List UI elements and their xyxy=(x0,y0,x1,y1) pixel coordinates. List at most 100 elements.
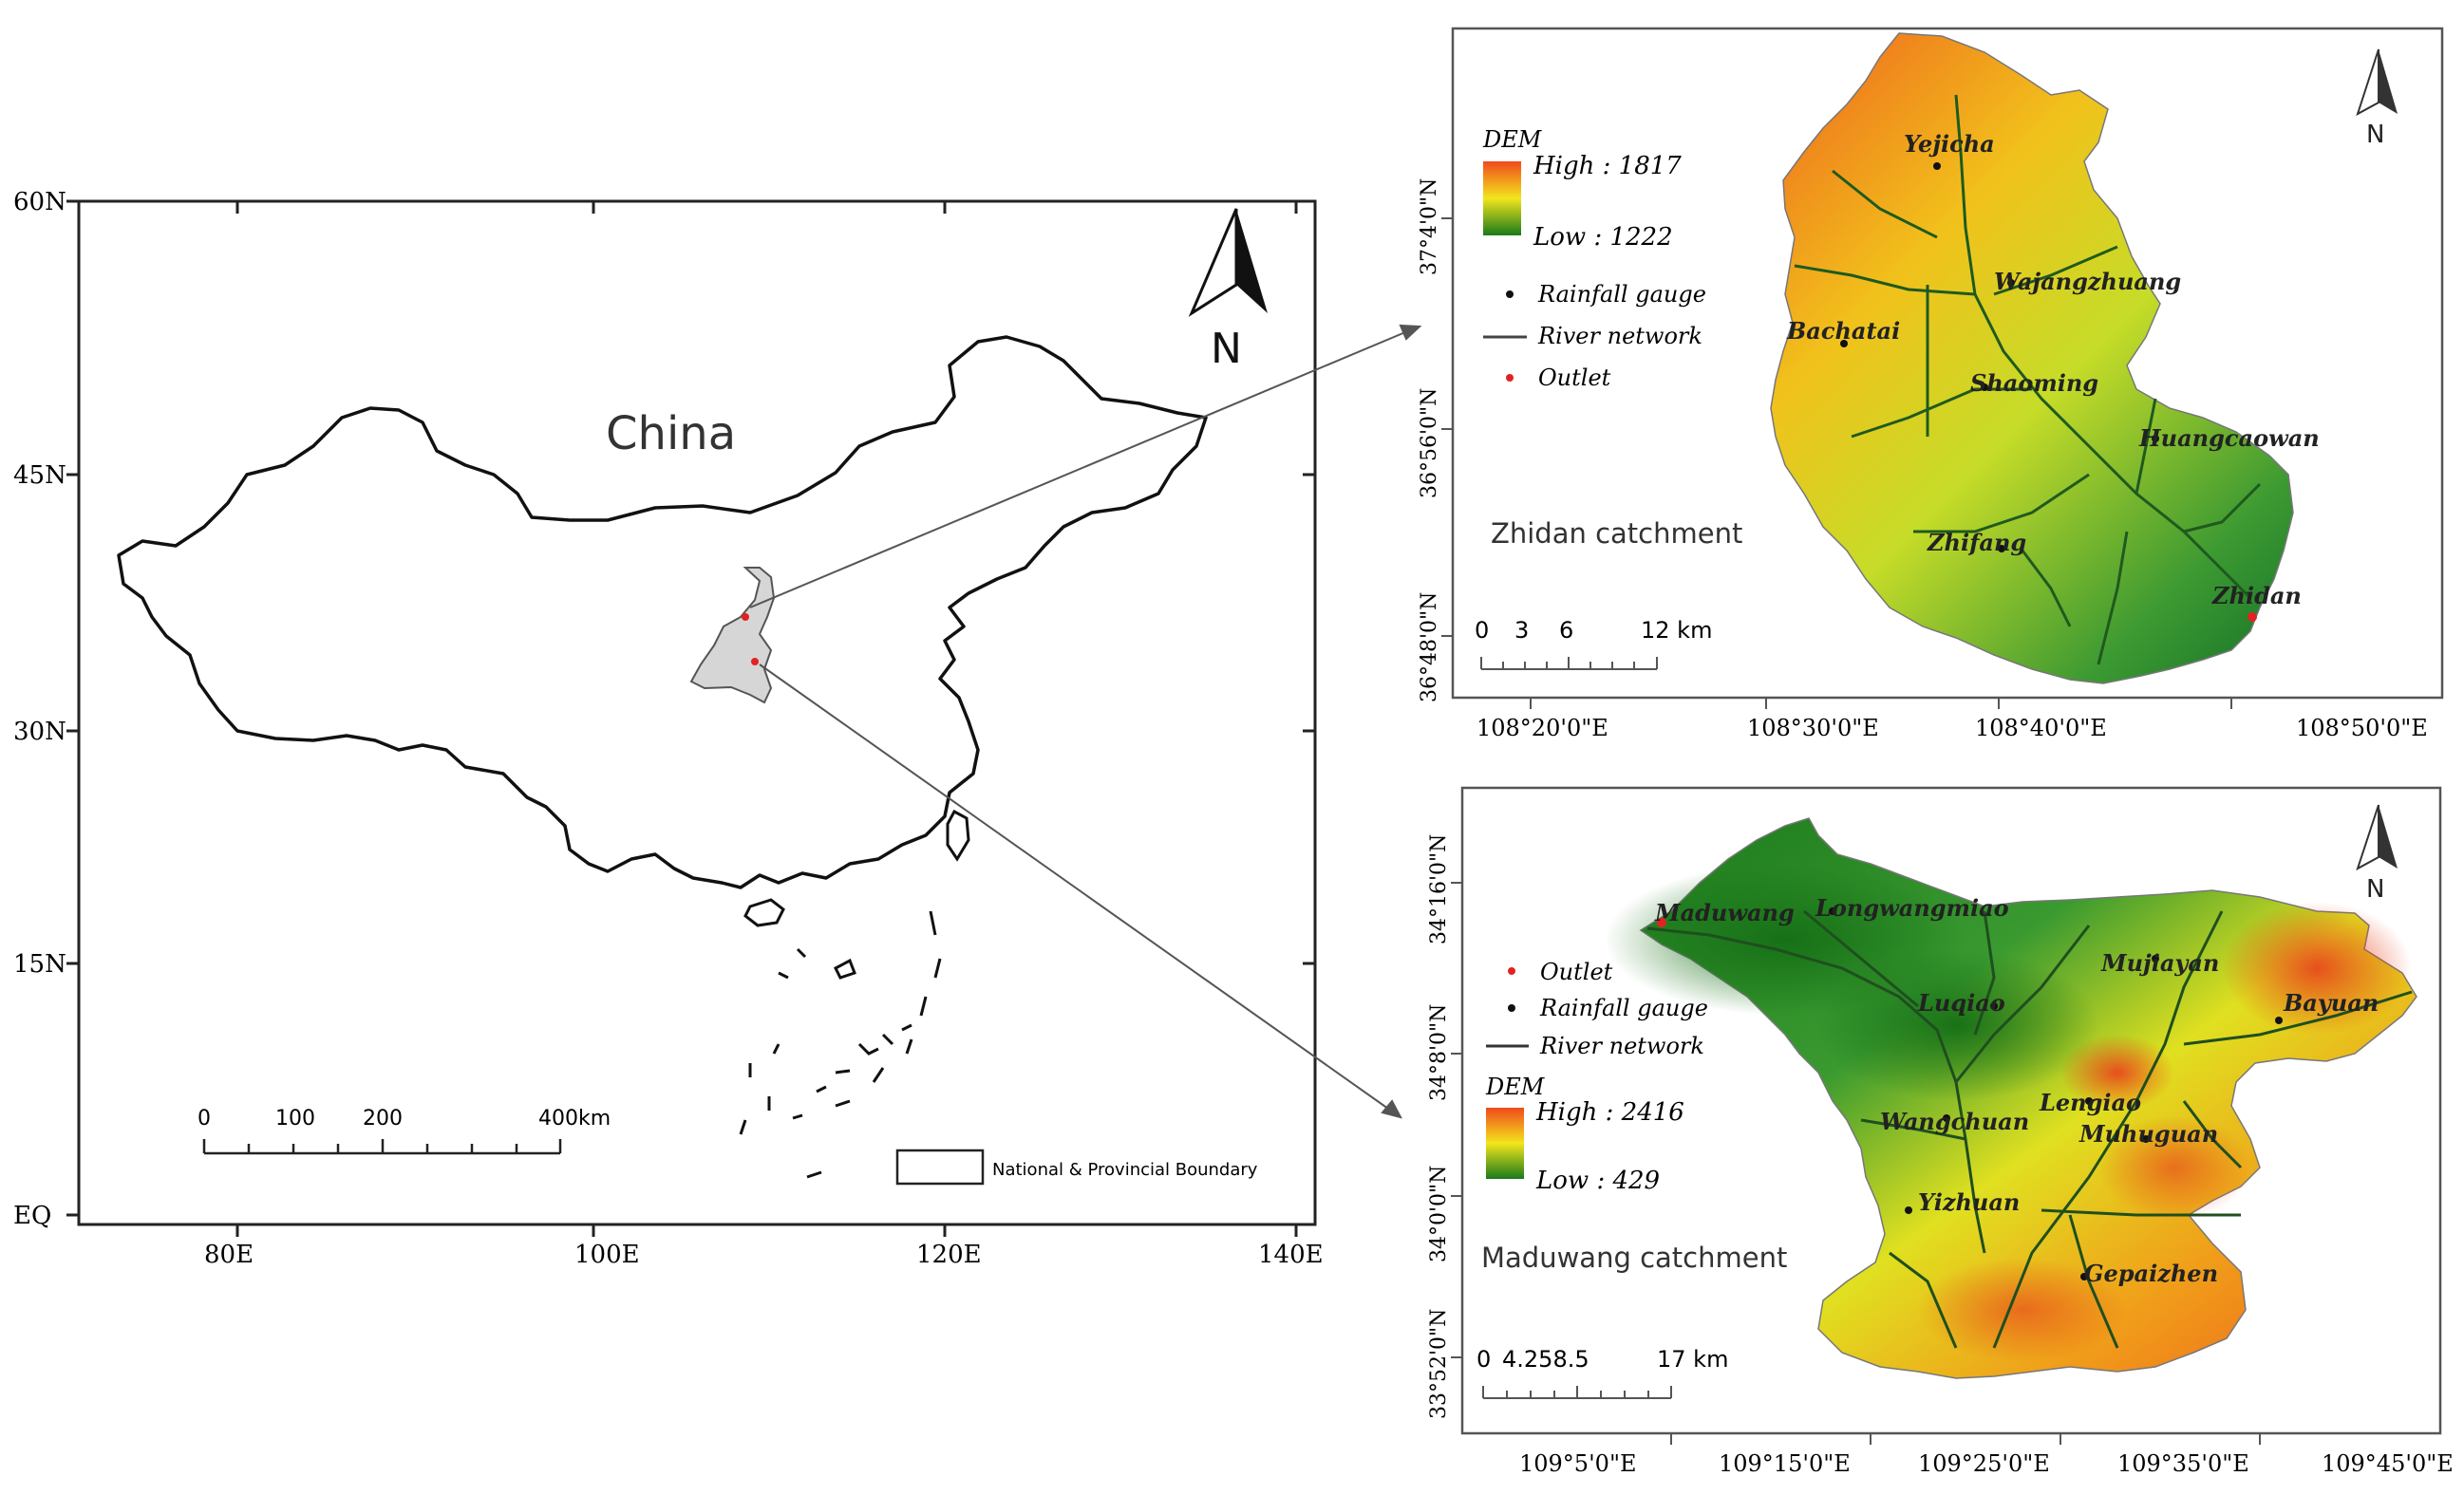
zhidan-legend-item: Rainfall gauge xyxy=(1537,281,1706,308)
zhidan-river-network xyxy=(1794,94,2262,665)
zhidan-lat-label: 37°4'0"N xyxy=(1418,178,1441,275)
china-lon-label: 120E xyxy=(916,1241,982,1269)
maduwang-north-arrow-icon: N xyxy=(2356,804,2398,904)
maduwang-dem-colorbar xyxy=(1486,1108,1524,1179)
china-lat-label: 45N xyxy=(13,461,66,490)
zhidan-high-label: High : 1817 xyxy=(1533,152,1682,180)
hainan-island xyxy=(743,898,785,927)
maduwang-station-label: Luqiao xyxy=(1917,989,2005,1017)
maduwang-station-label: Longwangmiao xyxy=(1815,894,2009,922)
maduwang-station-label: Bayuan xyxy=(2283,989,2379,1017)
svg-text:N: N xyxy=(2366,875,2384,904)
zhidan-station-label: Huangcaowan xyxy=(2138,424,2320,452)
china-legend-label: National & Provincial Boundary xyxy=(992,1160,1258,1180)
maduwang-legend-item: Outlet xyxy=(1540,959,1613,985)
zhidan-scale-label: 6 xyxy=(1559,617,1573,644)
zhidan-outlet-marker xyxy=(742,613,749,621)
china-lon-label: 100E xyxy=(574,1241,640,1269)
maduwang-scale-label: 0 xyxy=(1477,1346,1491,1373)
maduwang-lat-label: 33°52'0"N xyxy=(1427,1309,1451,1419)
maduwang-station-label: Gepaizhen xyxy=(2084,1260,2218,1287)
connector-arrows xyxy=(749,324,1422,1119)
zhidan-station-label: Wajangzhuang xyxy=(1994,268,2181,295)
zhidan-scale-bar xyxy=(1480,657,1658,670)
maduwang-station-label: Yizhuan xyxy=(1918,1188,2020,1216)
maduwang-outlet xyxy=(1657,918,1666,927)
maduwang-legend-item: Rainfall gauge xyxy=(1539,995,1708,1021)
china-lat-label: 60N xyxy=(13,188,66,216)
china-map-frame xyxy=(77,199,1317,1226)
zhidan-scale-label: 12 km xyxy=(1641,617,1712,644)
maduwang-outlet-marker xyxy=(751,658,759,665)
zhidan-legend-title: DEM xyxy=(1482,126,1543,153)
zhidan-legend-item: River network xyxy=(1537,323,1702,349)
china-boundary xyxy=(117,335,1208,889)
zhidan-lat-label: 36°56'0"N xyxy=(1418,388,1441,498)
china-scale-label: 0 xyxy=(197,1107,211,1131)
zhidan-outlet-symbol xyxy=(1506,374,1514,382)
china-lon-label: 80E xyxy=(204,1241,254,1269)
maduwang-outlet-symbol xyxy=(1508,967,1515,975)
maduwang-lon-label: 109°25'0"E xyxy=(1918,1450,2050,1477)
zhidan-gauge-symbol xyxy=(1506,290,1514,298)
china-scale-label: 400km xyxy=(538,1107,611,1131)
china-label: China xyxy=(606,407,736,460)
china-north-arrow-icon: N xyxy=(1188,208,1268,373)
zhidan-lon-label: 108°40'0"E xyxy=(1975,715,2107,741)
zhidan-lat-label: 36°48'0"N xyxy=(1418,592,1441,702)
maduwang-panel: Maduwang Longwangmiao Mujiayan Bayuan Lu… xyxy=(1427,786,2454,1477)
zhidan-station-label: Yejicha xyxy=(1904,130,1995,158)
zhidan-gauges xyxy=(1840,162,2159,552)
zhidan-panel: Yejicha Wajangzhuang Bachatai Shaoming H… xyxy=(1418,27,2444,741)
zhidan-caption: Zhidan catchment xyxy=(1491,517,1742,550)
zhidan-station-label: Bachatai xyxy=(1786,317,1900,345)
maduwang-river-network xyxy=(1646,909,2413,1349)
zhidan-station-label: Zhidan xyxy=(2211,582,2302,609)
maduwang-scale-label: 17 km xyxy=(1657,1346,1728,1373)
maduwang-station-label: Maduwang xyxy=(1654,899,1795,926)
maduwang-high-label: High : 2416 xyxy=(1535,1098,1684,1127)
maduwang-lon-label: 109°35'0"E xyxy=(2117,1450,2249,1477)
zhidan-scale-label: 3 xyxy=(1514,617,1529,644)
china-lat-label: 15N xyxy=(13,950,66,979)
zhidan-lon-label: 108°30'0"E xyxy=(1747,715,1879,741)
zhidan-station-label: Shaoming xyxy=(1970,369,2098,397)
maduwang-gauge-symbol xyxy=(1508,1004,1515,1012)
maduwang-legend-title: DEM xyxy=(1485,1074,1546,1100)
zhidan-scale-label: 0 xyxy=(1475,617,1489,644)
zhidan-outlet xyxy=(2248,612,2257,622)
china-scale-label: 200 xyxy=(363,1107,403,1131)
zhidan-lon-label: 108°50'0"E xyxy=(2296,715,2428,741)
zhidan-legend-item: Outlet xyxy=(1538,364,1611,391)
maduwang-station-label: Lengiao xyxy=(2039,1089,2141,1116)
zhidan-north-arrow-icon: N xyxy=(2356,48,2398,149)
maduwang-scale-bar xyxy=(1482,1386,1672,1399)
maduwang-lat-label: 34°0'0"N xyxy=(1427,1166,1451,1262)
china-legend-swatch xyxy=(895,1149,985,1186)
maduwang-lat-label: 34°16'0"N xyxy=(1427,834,1451,944)
china-lat-label: 30N xyxy=(13,718,66,746)
china-lon-label: 140E xyxy=(1258,1241,1324,1269)
maduwang-scale-label: 4.258.5 xyxy=(1502,1346,1589,1373)
china-scale-label: 100 xyxy=(275,1107,315,1131)
zhidan-dem-colorbar xyxy=(1483,161,1521,235)
maduwang-lon-label: 109°45'0"E xyxy=(2322,1450,2454,1477)
maduwang-station-label: Wangchuan xyxy=(1880,1108,2029,1135)
maduwang-caption: Maduwang catchment xyxy=(1481,1242,1787,1274)
maduwang-lon-label: 109°5'0"E xyxy=(1519,1450,1637,1477)
maduwang-gauges xyxy=(1829,907,2283,1280)
zhidan-lon-label: 108°20'0"E xyxy=(1477,715,1608,741)
maduwang-station-label: Mujiayan xyxy=(2100,949,2219,977)
taiwan-island xyxy=(946,809,970,862)
shaanxi-province xyxy=(689,567,776,704)
maduwang-lon-label: 109°15'0"E xyxy=(1719,1450,1851,1477)
maduwang-low-label: Low : 429 xyxy=(1535,1167,1660,1195)
zhidan-catchment xyxy=(1770,32,2294,684)
zhidan-low-label: Low : 1222 xyxy=(1533,223,1673,252)
china-scale-bar xyxy=(202,1139,562,1155)
china-map-panel: 60N 45N 30N 15N EQ 80E 100E 120E 140E xyxy=(13,188,1324,1269)
svg-text:N: N xyxy=(1211,325,1242,373)
maduwang-station-label: Muhuguan xyxy=(2078,1120,2218,1148)
maduwang-lat-label: 34°8'0"N xyxy=(1427,1004,1451,1101)
